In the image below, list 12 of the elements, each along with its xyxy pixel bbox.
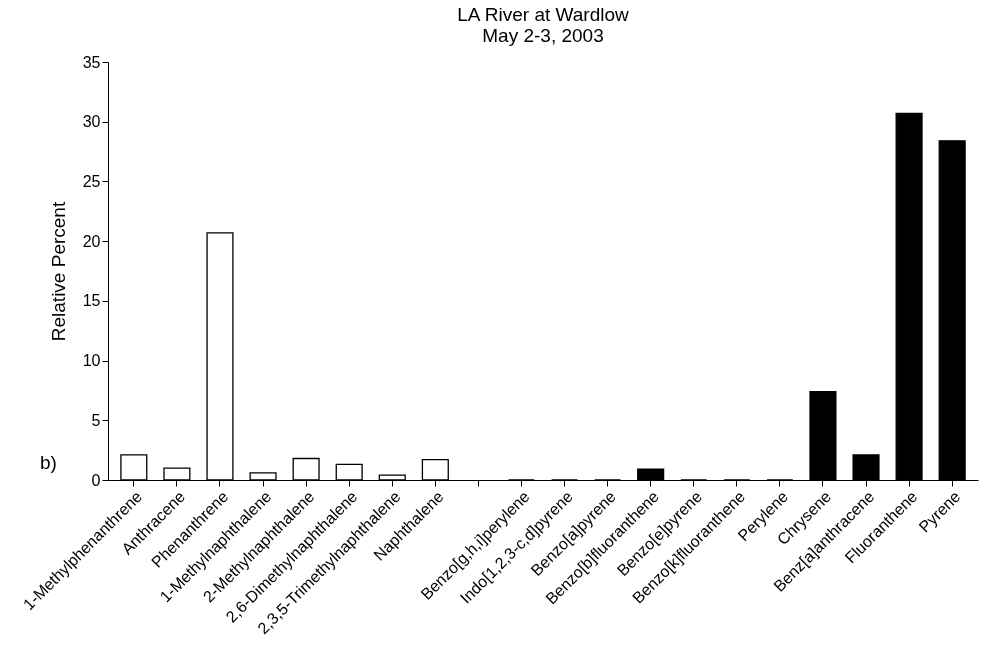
y-tick-label: 15	[82, 292, 101, 310]
chart-subtitle: May 2-3, 2003	[482, 25, 604, 46]
y-tick-label: 0	[91, 471, 101, 489]
y-tick-label: 25	[82, 172, 101, 190]
text: b)	[40, 452, 57, 474]
y-tick-label: 5	[91, 411, 101, 429]
y-tick-label: 20	[82, 232, 101, 250]
y-tick-label: 35	[82, 53, 101, 71]
y-axis-title: Relative Percent	[47, 201, 69, 342]
chart-title: LA River at Wardlow	[457, 4, 629, 25]
y-tick-label: 10	[82, 352, 101, 370]
y-tick-label: 30	[82, 113, 101, 131]
